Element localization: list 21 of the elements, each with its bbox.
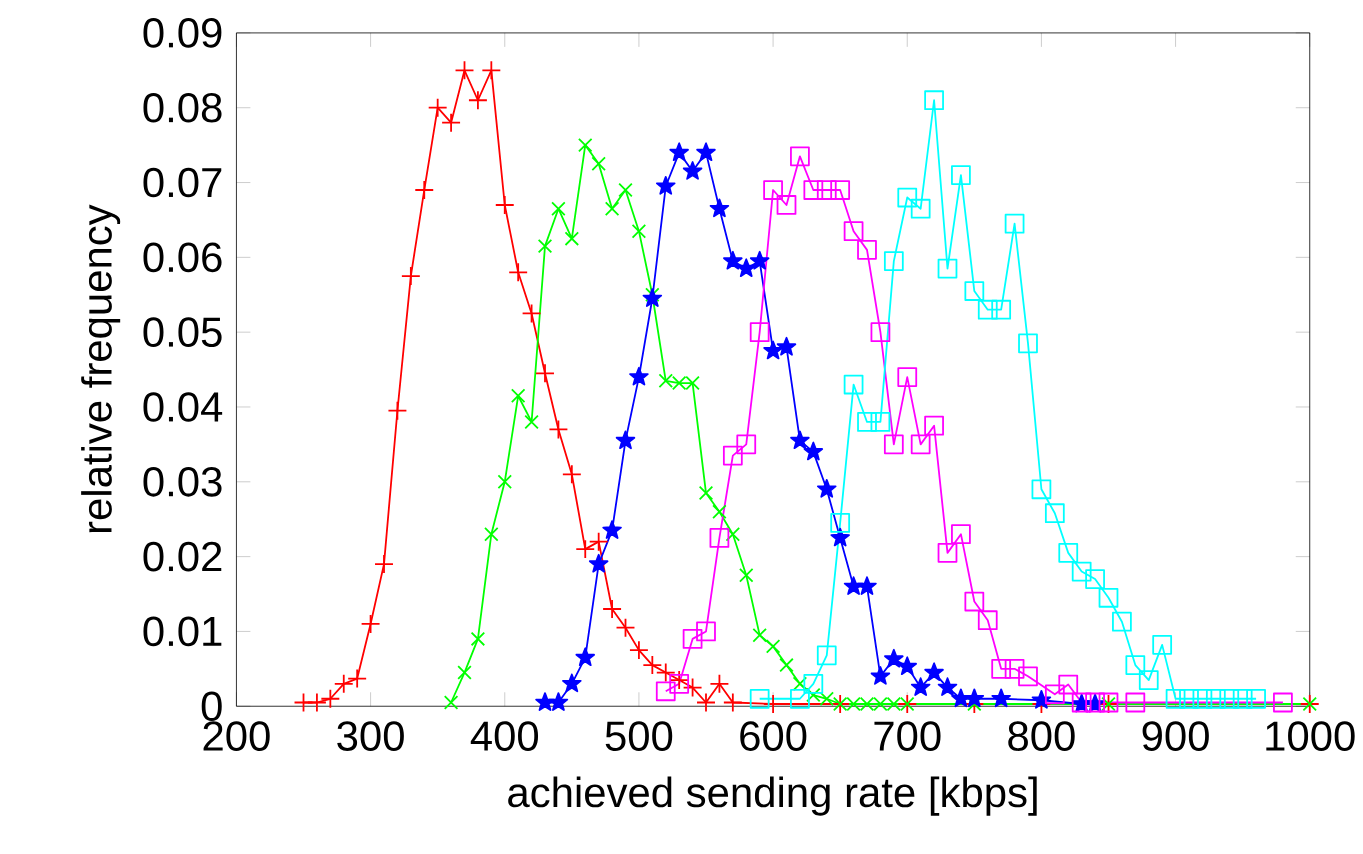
x-axis-title: achieved sending rate [kbps] [508,776,1037,816]
x-tick-label: 400 [470,721,539,751]
y-axis-title: relative frequency [81,204,121,533]
x-tick-label: 900 [1142,721,1209,751]
y-tick-label: 0.07 [143,167,222,198]
y-tick-label: 0.04 [143,392,223,422]
x-tick-label: 1000 [1266,721,1355,751]
y-tick-label: 0.03 [143,467,222,497]
x-tick-label: 600 [740,721,807,751]
y-tick-label: 0.02 [143,541,222,572]
x-tick-label: 200 [203,721,270,751]
x-tick-label: 800 [1008,721,1075,751]
x-tick-label: 500 [605,721,673,751]
x-tick-label: 300 [337,721,404,751]
y-tick-label: 0.01 [143,616,222,647]
y-tick-label: 0.05 [143,317,222,348]
y-tick-label: 0.06 [143,242,222,273]
y-tick-label: 0 [201,691,222,722]
y-tick-label: 0.08 [143,92,222,123]
y-tick-label: 0.09 [143,18,222,48]
x-tick-label: 700 [874,721,941,751]
